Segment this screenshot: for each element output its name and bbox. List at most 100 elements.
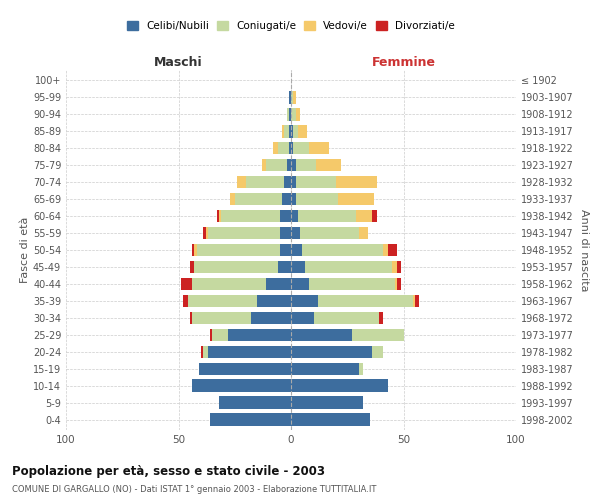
Bar [203,226,205,239]
Bar [289,125,291,138]
Bar [336,176,377,188]
Bar [291,294,318,308]
Bar [219,210,221,222]
Bar [291,142,293,154]
Bar [210,328,212,342]
Bar [282,192,291,205]
Y-axis label: Anni di nascita: Anni di nascita [579,209,589,291]
Bar [291,125,293,138]
Bar [181,278,192,290]
Bar [305,260,392,274]
Bar [318,294,413,308]
Bar [296,176,336,188]
Bar [235,192,282,205]
Bar [192,380,291,392]
Bar [291,346,372,358]
Bar [296,158,316,172]
Bar [190,312,192,324]
Bar [228,328,291,342]
Bar [291,108,296,120]
Bar [183,294,187,308]
Bar [372,210,377,222]
Bar [203,346,208,358]
Bar [284,176,291,188]
Bar [296,192,338,205]
Text: Popolazione per età, sesso e stato civile - 2003: Popolazione per età, sesso e stato civil… [12,465,325,478]
Bar [291,260,305,274]
Bar [246,176,284,188]
Y-axis label: Fasce di età: Fasce di età [20,217,30,283]
Bar [314,312,379,324]
Bar [212,328,228,342]
Bar [192,244,194,256]
Bar [282,125,284,138]
Bar [237,176,246,188]
Bar [284,125,289,138]
Bar [197,244,280,256]
Bar [280,210,291,222]
Bar [291,396,363,409]
Bar [289,91,291,104]
Bar [359,226,367,239]
Bar [298,125,307,138]
Bar [262,158,266,172]
Bar [257,294,291,308]
Bar [372,346,383,358]
Bar [280,226,291,239]
Bar [293,91,296,104]
Bar [277,142,289,154]
Bar [388,244,397,256]
Bar [208,226,280,239]
Bar [287,158,291,172]
Bar [392,260,397,274]
Bar [266,278,291,290]
Bar [291,192,296,205]
Text: Femmine: Femmine [371,56,436,69]
Bar [280,244,291,256]
Bar [397,278,401,290]
Bar [291,226,300,239]
Bar [194,260,277,274]
Bar [291,158,296,172]
Bar [192,312,251,324]
Bar [309,278,395,290]
Bar [338,192,374,205]
Bar [293,125,298,138]
Text: Maschi: Maschi [154,56,203,69]
Bar [293,142,309,154]
Bar [187,294,257,308]
Bar [359,362,363,375]
Bar [289,108,291,120]
Bar [302,244,383,256]
Bar [277,260,291,274]
Bar [289,142,291,154]
Bar [291,244,302,256]
Bar [291,278,309,290]
Text: COMUNE DI GARGALLO (NO) - Dati ISTAT 1° gennaio 2003 - Elaborazione TUTTITALIA.I: COMUNE DI GARGALLO (NO) - Dati ISTAT 1° … [12,485,376,494]
Bar [397,260,401,274]
Bar [192,278,266,290]
Bar [395,278,397,290]
Bar [291,176,296,188]
Bar [291,362,359,375]
Bar [415,294,419,308]
Bar [300,226,359,239]
Bar [251,312,291,324]
Bar [210,414,291,426]
Bar [287,108,289,120]
Bar [221,210,280,222]
Bar [309,142,329,154]
Bar [194,244,197,256]
Bar [291,414,370,426]
Bar [201,346,203,358]
Bar [316,158,341,172]
Bar [291,312,314,324]
Bar [266,158,287,172]
Bar [199,362,291,375]
Bar [298,210,356,222]
Bar [208,346,291,358]
Bar [413,294,415,308]
Bar [383,244,388,256]
Bar [230,192,235,205]
Bar [205,226,208,239]
